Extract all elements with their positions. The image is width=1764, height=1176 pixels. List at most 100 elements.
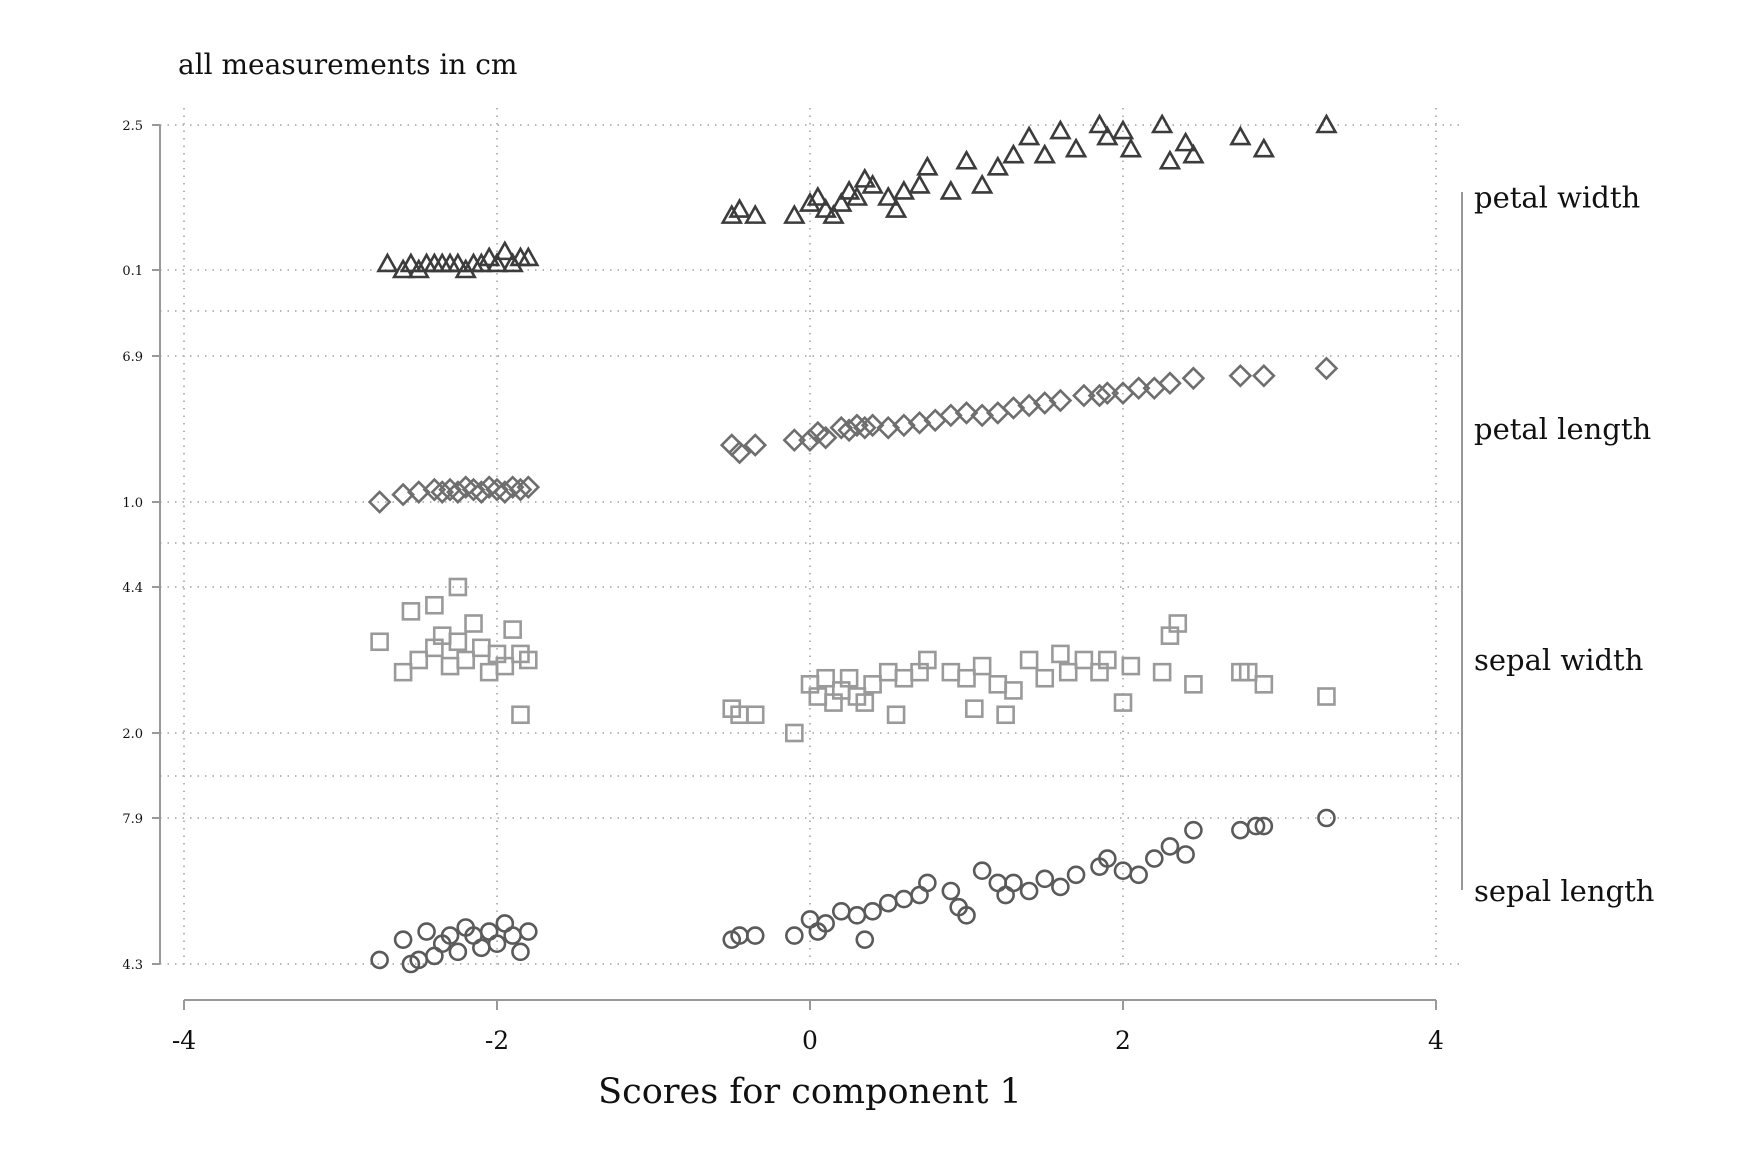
- data-point: [1096, 125, 1119, 146]
- data-point: [1004, 873, 1023, 893]
- data-point: [1252, 137, 1276, 158]
- data-point: [1252, 363, 1276, 388]
- data-point: [503, 926, 522, 945]
- data-point: [845, 413, 869, 438]
- data-point: [518, 650, 538, 670]
- data-point: [744, 203, 767, 224]
- data-point: [798, 191, 822, 212]
- data-point: [1317, 808, 1336, 828]
- label-petal-length: petal length: [1474, 412, 1651, 446]
- data-point: [970, 173, 994, 194]
- data-point: [853, 167, 876, 188]
- data-point: [852, 415, 877, 440]
- data-point: [941, 881, 961, 901]
- y-tick-label: 1.0: [122, 496, 143, 511]
- data-point: [472, 638, 491, 658]
- data-point: [954, 401, 979, 425]
- data-point: [916, 155, 939, 176]
- chart-note: all measurements in cm: [178, 48, 517, 81]
- data-point: [1254, 675, 1274, 694]
- data-point: [720, 203, 743, 224]
- data-point: [831, 901, 851, 921]
- data-point: [1145, 849, 1164, 868]
- data-point: [1129, 865, 1148, 885]
- data-point: [814, 197, 837, 218]
- data-point: [1150, 113, 1174, 134]
- data-point: [847, 906, 867, 925]
- data-point: [1002, 143, 1025, 164]
- data-point: [393, 930, 413, 949]
- data-point: [1246, 816, 1266, 836]
- data-point: [1160, 837, 1180, 856]
- data-point: [487, 934, 507, 954]
- data-point: [822, 203, 845, 224]
- data-point: [782, 428, 807, 452]
- x-tick-label: -2: [485, 1026, 509, 1055]
- data-point: [370, 632, 389, 652]
- data-point: [1228, 363, 1253, 388]
- data-point: [1051, 877, 1070, 897]
- data-point: [1229, 125, 1252, 146]
- data-point: [1111, 119, 1135, 140]
- data-point: [845, 185, 869, 206]
- data-point: [972, 861, 992, 881]
- data-point: [1074, 650, 1094, 670]
- data-point: [448, 577, 468, 597]
- x-axis: -4 -2 0 2 4: [172, 999, 1444, 1055]
- y-tick-label: 4.4: [122, 581, 143, 596]
- series-sepal-length: [370, 808, 1336, 974]
- data-point: [972, 656, 992, 676]
- data-point: [816, 914, 835, 933]
- data-point: [861, 173, 884, 194]
- data-point: [1058, 662, 1078, 682]
- data-point: [918, 873, 937, 893]
- data-point: [988, 675, 1008, 694]
- data-point: [511, 705, 530, 725]
- series-petal-length: [367, 356, 1339, 514]
- data-point: [918, 650, 937, 670]
- y-tick-label: 6.9: [122, 350, 143, 365]
- data-point: [939, 179, 963, 200]
- x-axis-title: Scores for component 1: [598, 1072, 1022, 1112]
- data-point: [453, 475, 478, 499]
- data-point: [430, 480, 455, 504]
- data-point: [409, 650, 429, 670]
- data-point: [1098, 849, 1117, 868]
- data-point: [1231, 820, 1250, 840]
- data-point: [448, 942, 468, 962]
- data-point: [745, 705, 765, 725]
- data-point: [877, 185, 900, 206]
- data-point: [1048, 388, 1073, 413]
- data-point: [886, 705, 906, 725]
- data-point: [367, 490, 392, 514]
- data-point: [986, 155, 1010, 176]
- data-point: [1121, 656, 1141, 676]
- data-point: [894, 889, 914, 909]
- data-point: [1033, 143, 1056, 164]
- data-point: [837, 179, 861, 200]
- data-point: [1035, 869, 1055, 889]
- data-point: [1035, 668, 1055, 688]
- gridlines: [160, 108, 1460, 968]
- data-point: [1113, 693, 1133, 712]
- data-point: [727, 440, 752, 465]
- data-point: [1158, 371, 1182, 396]
- data-point: [503, 620, 522, 639]
- data-point: [957, 906, 976, 925]
- data-point: [493, 240, 517, 261]
- data-point: [422, 477, 447, 502]
- data-point: [878, 662, 898, 682]
- data-point: [941, 662, 961, 682]
- data-point: [391, 258, 415, 279]
- data-point: [1168, 614, 1188, 633]
- data-point: [728, 197, 751, 218]
- data-point: [1254, 816, 1274, 836]
- data-point: [517, 246, 540, 267]
- data-point: [508, 477, 533, 502]
- data-point: [425, 595, 444, 615]
- data-point: [830, 191, 853, 212]
- series-sepal-width: [370, 577, 1336, 743]
- data-point: [1315, 113, 1338, 134]
- data-point: [440, 656, 460, 676]
